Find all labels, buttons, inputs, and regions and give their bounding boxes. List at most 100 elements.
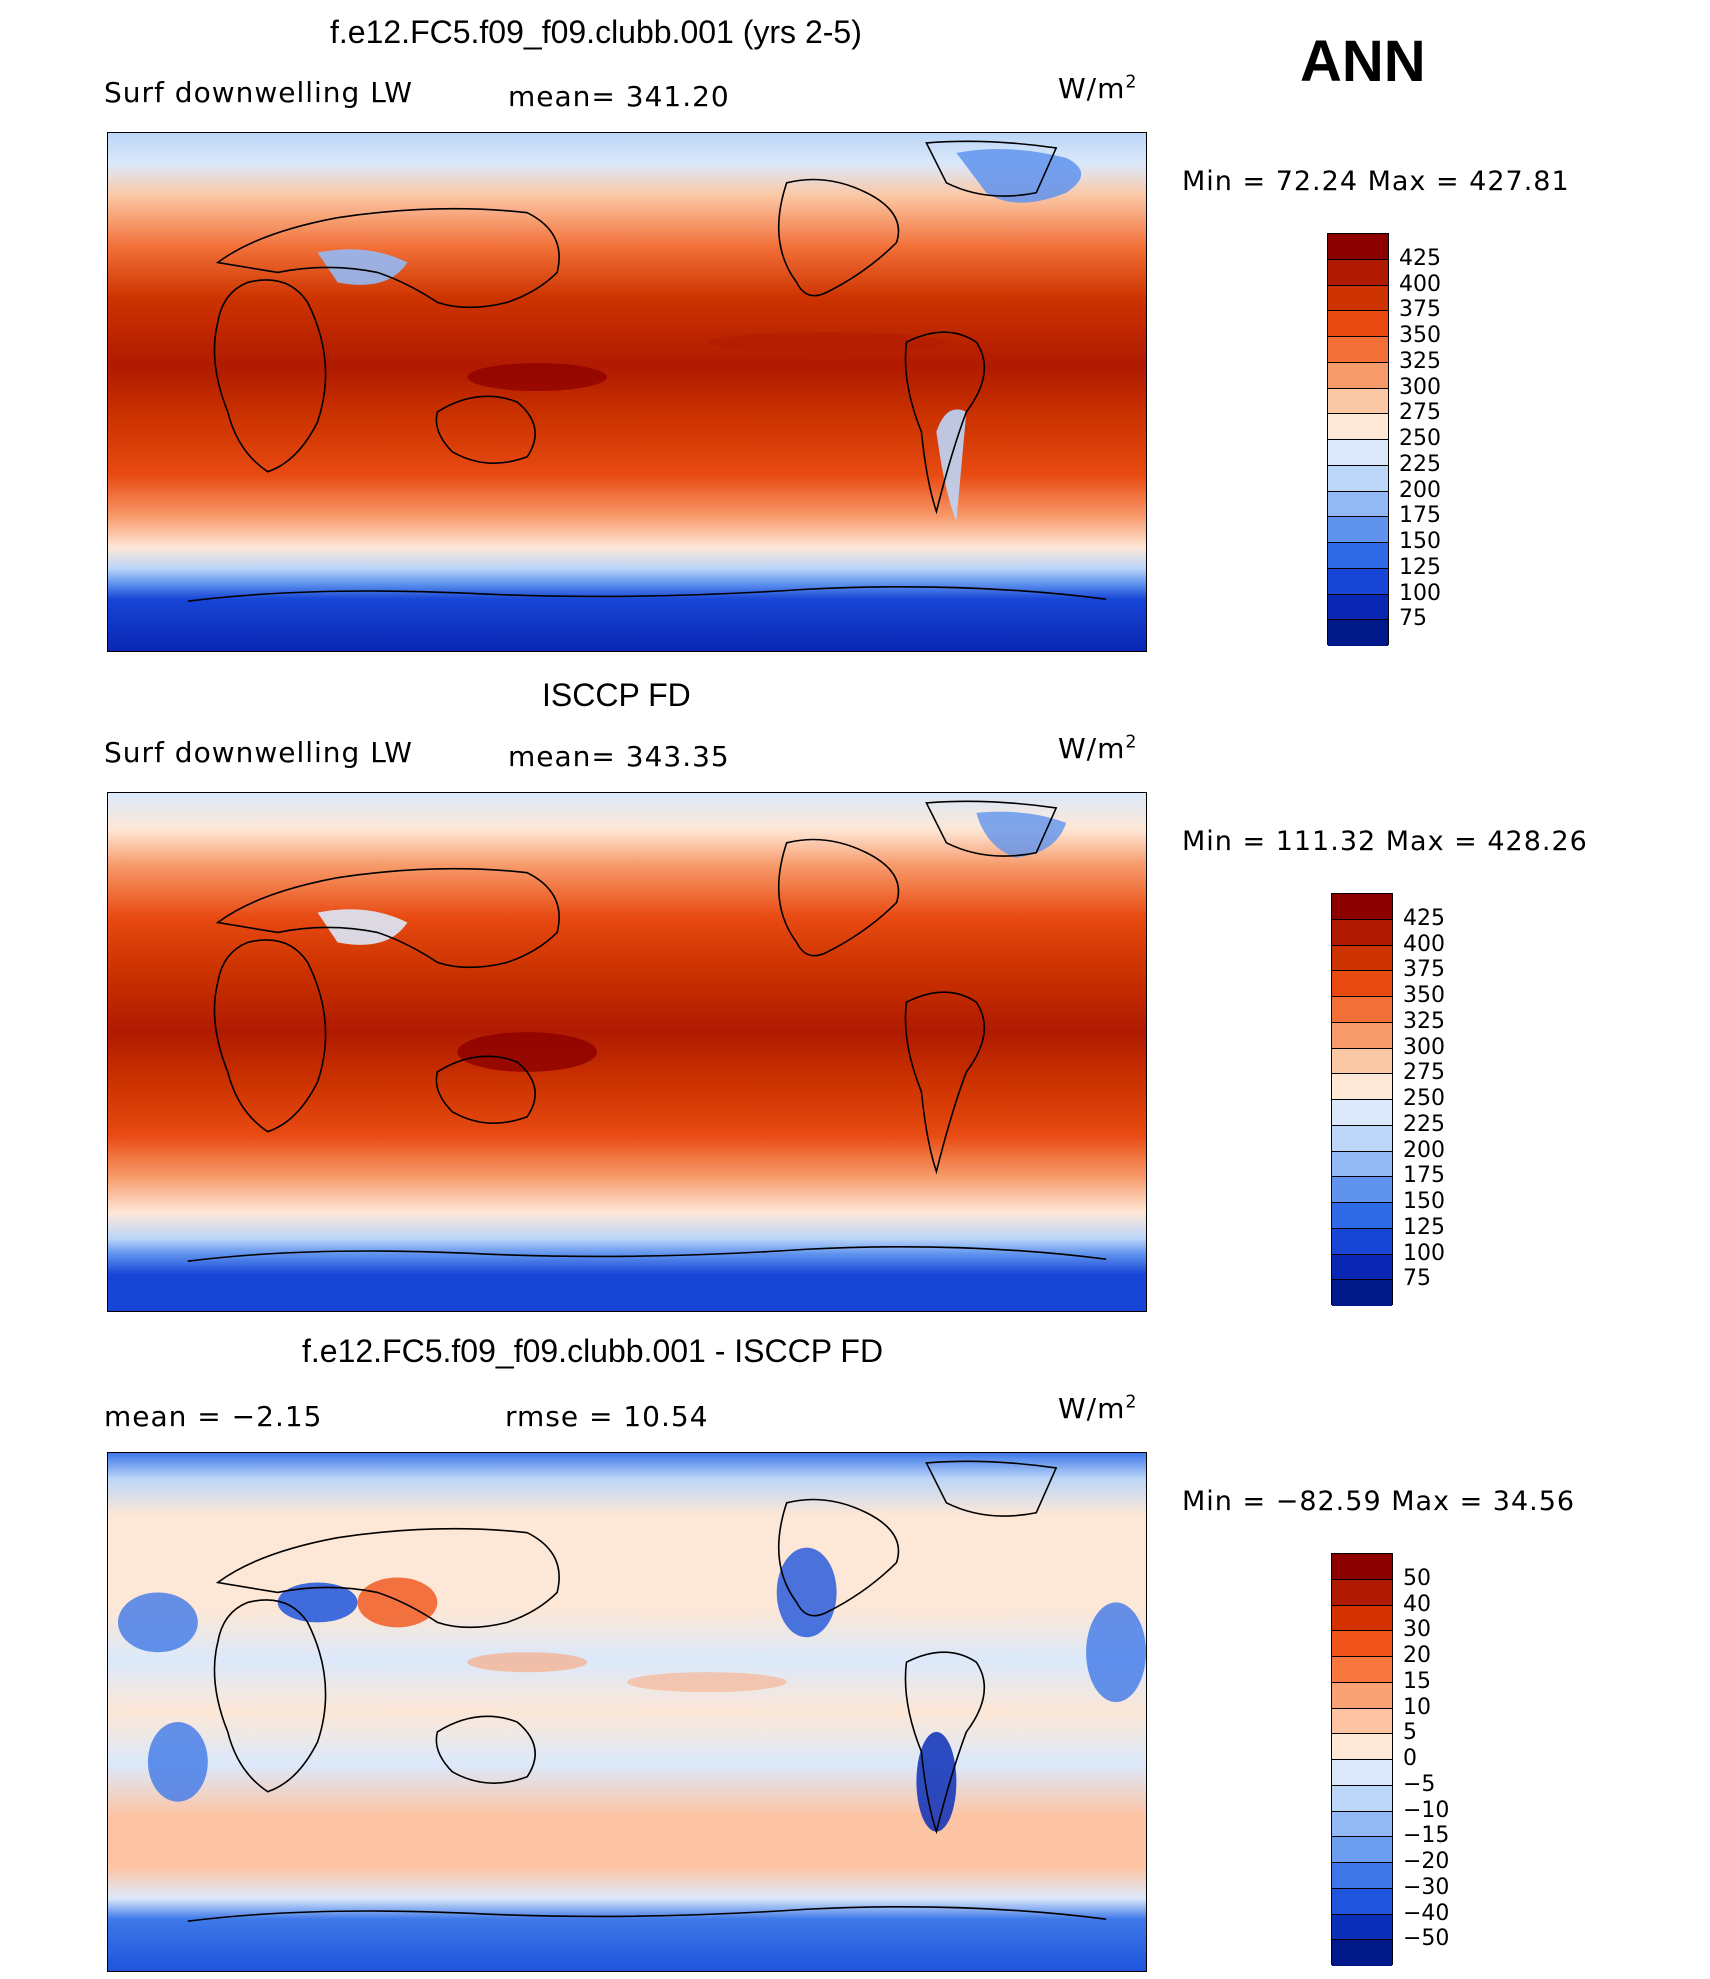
colorbar-swatch — [1328, 517, 1388, 543]
colorbar-swatch — [1332, 1940, 1392, 1966]
colorbar-tick-label: −5 — [1403, 1771, 1436, 1797]
colorbar-swatch — [1328, 440, 1388, 466]
units-exponent: 2 — [1125, 72, 1138, 93]
colorbar-tick-label: 425 — [1399, 245, 1441, 271]
colorbar-tick-label: 350 — [1403, 983, 1445, 1008]
colorbar-tick-label: 50 — [1403, 1565, 1431, 1591]
colorbar-tick-label: 250 — [1399, 426, 1441, 451]
colorbar-swatch — [1332, 1837, 1392, 1863]
colorbar-swatch — [1332, 1579, 1392, 1606]
panel-3-colorbar — [1331, 1553, 1393, 1966]
colorbar-tick-label: 400 — [1399, 271, 1441, 297]
season-label: ANN — [1300, 29, 1426, 94]
colorbar-tick-label: 10 — [1403, 1694, 1431, 1720]
colorbar-tick-label: 15 — [1403, 1668, 1431, 1694]
panel-2-variable-label: Surf downwelling LW — [104, 736, 413, 769]
colorbar-tick-label: 275 — [1403, 1060, 1445, 1086]
colorbar-swatch — [1332, 1554, 1392, 1580]
panel-3-units: W/m2 — [1058, 1392, 1137, 1425]
panel-1-map — [107, 132, 1147, 652]
colorbar-swatch — [1332, 1682, 1392, 1709]
panel-1-variable-label: Surf downwelling LW — [104, 76, 413, 109]
colorbar-swatch — [1332, 1888, 1392, 1915]
colorbar-tick-label: −40 — [1403, 1900, 1450, 1926]
colorbar-swatch — [1328, 259, 1388, 286]
colorbar-tick-label: 200 — [1399, 477, 1441, 503]
colorbar-tick-label: 425 — [1403, 905, 1445, 931]
colorbar-tick-label: 300 — [1403, 1034, 1445, 1060]
colorbar-tick-label: 175 — [1403, 1163, 1445, 1189]
panel-2-map — [107, 792, 1147, 1312]
colorbar-swatch — [1332, 1022, 1392, 1049]
colorbar-tick-label: 325 — [1399, 348, 1441, 374]
colorbar-swatch — [1332, 1914, 1392, 1941]
colorbar-swatch — [1328, 285, 1388, 312]
panel-1-title: f.e12.FC5.f09_f09.clubb.001 (yrs 2-5) — [330, 14, 862, 50]
colorbar-swatch — [1332, 971, 1392, 997]
panel-2-mean-label: mean= 343.35 — [508, 740, 730, 773]
colorbar-swatch — [1328, 620, 1388, 646]
panel-3-minmax: Min = −82.59 Max = 34.56 — [1182, 1486, 1576, 1517]
colorbar-tick-label: 100 — [1399, 580, 1441, 606]
colorbar-swatch — [1332, 1734, 1392, 1760]
colorbar-swatch — [1332, 1708, 1392, 1735]
colorbar-swatch — [1332, 1785, 1392, 1812]
colorbar-swatch — [1332, 1228, 1392, 1255]
colorbar-swatch — [1332, 997, 1392, 1023]
panel-1-mean-label: mean= 341.20 — [508, 80, 730, 113]
colorbar-tick-label: 75 — [1399, 606, 1427, 632]
colorbar-tick-label: 75 — [1403, 1266, 1431, 1292]
colorbar-tick-label: 225 — [1399, 451, 1441, 477]
colorbar-tick-label: 250 — [1403, 1086, 1445, 1111]
colorbar-swatch — [1328, 362, 1388, 389]
panel-2-minmax: Min = 111.32 Max = 428.26 — [1182, 826, 1588, 857]
units-exponent: 2 — [1125, 1392, 1138, 1413]
panel-3-title: f.e12.FC5.f09_f09.clubb.001 - ISCCP FD — [302, 1333, 884, 1369]
colorbar-swatch — [1332, 1177, 1392, 1203]
colorbar-tick-label: 325 — [1403, 1008, 1445, 1034]
colorbar-swatch — [1332, 1203, 1392, 1229]
colorbar-tick-label: 350 — [1399, 323, 1441, 348]
colorbar-tick-label: 0 — [1403, 1746, 1417, 1771]
colorbar-swatch — [1332, 1657, 1392, 1683]
colorbar-swatch — [1328, 337, 1388, 363]
panel-1-units: W/m2 — [1058, 72, 1137, 105]
colorbar-tick-label: 150 — [1403, 1189, 1445, 1214]
units-text: W/m — [1058, 732, 1126, 765]
colorbar-swatch — [1328, 594, 1388, 621]
colorbar-swatch — [1328, 491, 1388, 518]
colorbar-swatch — [1332, 1631, 1392, 1657]
colorbar-swatch — [1332, 1863, 1392, 1889]
colorbar-tick-label: 125 — [1399, 554, 1441, 580]
colorbar-tick-label: 125 — [1403, 1214, 1445, 1240]
colorbar-tick-label: 5 — [1403, 1720, 1417, 1746]
colorbar-swatch — [1332, 1125, 1392, 1152]
panel-3-rmse-label: rmse = 10.54 — [505, 1400, 709, 1433]
colorbar-tick-label: 400 — [1403, 931, 1445, 957]
colorbar-swatch — [1332, 1811, 1392, 1838]
panel-2-colorbar — [1331, 893, 1393, 1306]
colorbar-swatch — [1332, 945, 1392, 972]
colorbar-tick-label: 200 — [1403, 1137, 1445, 1163]
colorbar-swatch — [1328, 414, 1388, 440]
colorbar-tick-label: −50 — [1403, 1926, 1450, 1952]
colorbar-tick-label: 40 — [1403, 1591, 1431, 1617]
colorbar-swatch — [1328, 543, 1388, 569]
colorbar-swatch — [1332, 1074, 1392, 1100]
colorbar-tick-label: 30 — [1403, 1617, 1431, 1643]
colorbar-tick-label: 175 — [1399, 503, 1441, 529]
colorbar-tick-label: 375 — [1399, 297, 1441, 323]
colorbar-swatch — [1328, 465, 1388, 492]
units-text: W/m — [1058, 72, 1126, 105]
colorbar-swatch — [1332, 1605, 1392, 1632]
panel-3-map-plot — [108, 1453, 1146, 1971]
colorbar-tick-label: 20 — [1403, 1643, 1431, 1668]
panel-3-map — [107, 1452, 1147, 1972]
colorbar-tick-label: 150 — [1399, 529, 1441, 554]
panel-2-title: ISCCP FD — [542, 677, 691, 713]
units-exponent: 2 — [1125, 732, 1138, 753]
panel-1-colorbar — [1327, 233, 1389, 646]
colorbar-swatch — [1332, 1100, 1392, 1126]
colorbar-swatch — [1328, 234, 1388, 260]
colorbar-tick-label: 375 — [1403, 957, 1445, 983]
